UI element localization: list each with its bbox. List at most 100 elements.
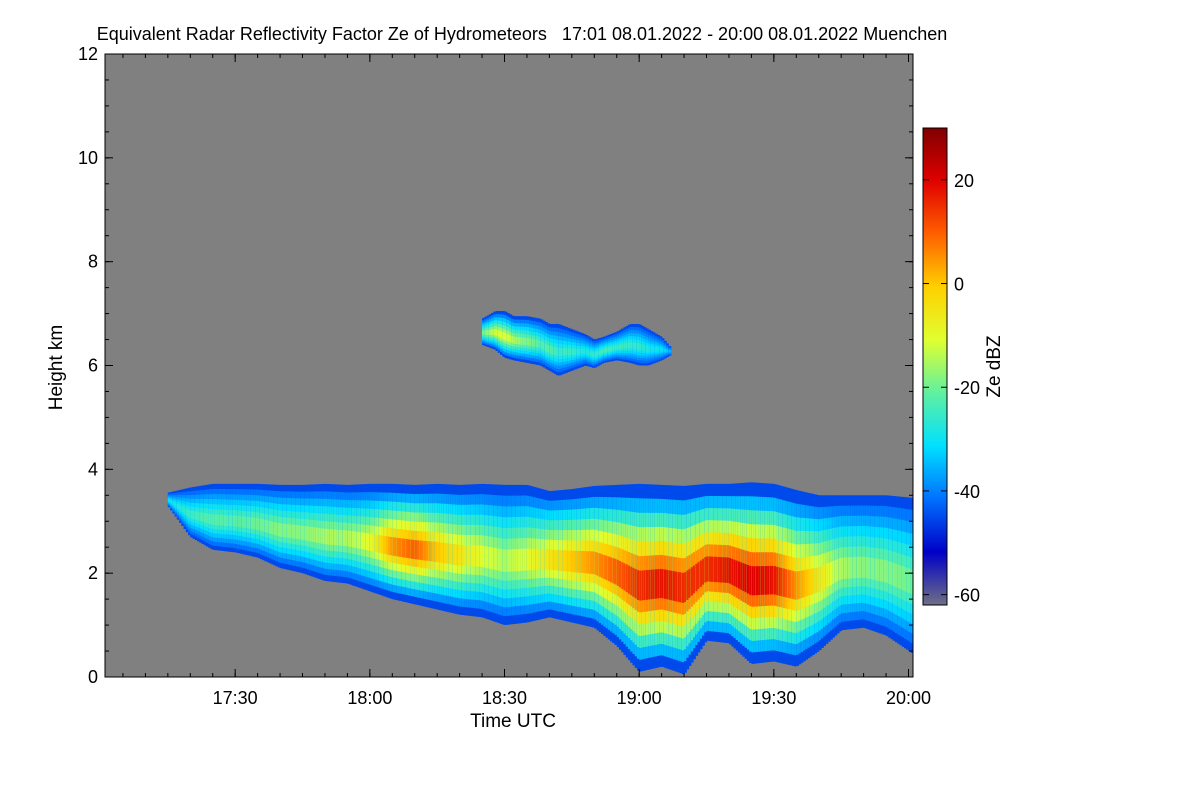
y-axis: 0 2 4 6 8 10 12 — [78, 44, 913, 687]
reflectivity-cell — [612, 558, 616, 584]
reflectivity-cell — [901, 566, 905, 591]
reflectivity-cell — [580, 348, 584, 355]
reflectivity-cell — [416, 540, 420, 560]
reflectivity-cell — [385, 536, 389, 555]
reflectivity-cell — [567, 348, 571, 356]
reflectivity-cell — [605, 555, 609, 581]
colorbar-label: Ze dBZ — [984, 335, 1005, 398]
reflectivity-cell — [639, 343, 643, 351]
reflectivity-cell — [580, 551, 584, 573]
reflectivity-cell — [345, 530, 348, 547]
y-tick-label: 2 — [88, 563, 98, 583]
y-tick-label: 4 — [88, 459, 98, 479]
reflectivity-cell — [634, 568, 638, 599]
reflectivity-cell — [688, 568, 692, 598]
reflectivity-cell — [567, 550, 571, 572]
reflectivity-cell — [904, 566, 907, 592]
reflectivity-cell — [246, 516, 250, 529]
reflectivity-cell — [607, 347, 611, 352]
x-tick-label: 19:00 — [617, 688, 662, 708]
reflectivity-cell — [908, 568, 912, 594]
reflectivity-cell — [549, 345, 553, 354]
reflectivity-cell — [286, 524, 290, 538]
reflectivity-cell — [504, 549, 508, 573]
reflectivity-cell — [517, 337, 521, 345]
reflectivity-cell — [358, 532, 362, 549]
reflectivity-cell — [257, 518, 261, 531]
reflectivity-cell — [877, 558, 880, 581]
reflectivity-cell — [702, 558, 705, 585]
reflectivity-cell — [650, 569, 654, 600]
reflectivity-cell — [423, 540, 427, 561]
reflectivity-cell — [237, 515, 241, 527]
reflectivity-cell — [767, 565, 770, 595]
reflectivity-cell — [868, 557, 871, 579]
reflectivity-cell — [587, 551, 591, 574]
reflectivity-cell — [522, 337, 526, 345]
reflectivity-cell — [643, 570, 647, 601]
reflectivity-cell — [845, 557, 849, 579]
reflectivity-cell — [457, 544, 461, 566]
reflectivity-cell — [562, 348, 566, 356]
reflectivity-cell — [639, 570, 643, 601]
reflectivity-cell — [832, 561, 836, 584]
reflectivity-cell — [576, 550, 580, 573]
reflectivity-cell — [179, 505, 182, 511]
reflectivity-cell — [616, 344, 620, 350]
reflectivity-cell — [641, 570, 645, 601]
reflectivity-cell — [865, 556, 869, 579]
reflectivity-cell — [266, 520, 270, 533]
reflectivity-cell — [248, 517, 252, 529]
reflectivity-cell — [886, 560, 889, 583]
reflectivity-cell — [895, 563, 898, 588]
reflectivity-cell — [711, 556, 714, 582]
reflectivity-cell — [618, 560, 622, 588]
reflectivity-cell — [910, 569, 913, 595]
reflectivity-cell — [459, 544, 463, 566]
reflectivity-cell — [506, 334, 510, 342]
reflectivity-field — [167, 310, 913, 675]
reflectivity-cell — [744, 564, 748, 593]
reflectivity-cell — [888, 561, 892, 585]
y-tick-label: 8 — [88, 252, 98, 272]
reflectivity-cell — [693, 565, 696, 594]
reflectivity-cell — [506, 549, 510, 572]
x-axis: 17:30 18:00 18:30 19:00 19:30 20:00 — [122, 54, 931, 708]
reflectivity-cell — [825, 563, 829, 588]
reflectivity-cell — [574, 550, 577, 573]
reflectivity-cell — [185, 508, 189, 516]
reflectivity-cell — [632, 567, 636, 597]
reflectivity-cell — [663, 348, 667, 352]
reflectivity-cell — [432, 541, 436, 562]
reflectivity-cell — [850, 557, 853, 579]
reflectivity-cell — [603, 554, 607, 580]
reflectivity-cell — [755, 566, 759, 596]
reflectivity-cell — [576, 348, 580, 355]
reflectivity-cell — [199, 512, 203, 522]
reflectivity-cell — [749, 565, 752, 595]
reflectivity-cell — [540, 341, 544, 349]
reflectivity-cell — [668, 570, 672, 600]
reflectivity-cell — [390, 536, 393, 556]
reflectivity-cell — [630, 566, 634, 596]
reflectivity-cell — [338, 529, 342, 546]
reflectivity-cell — [495, 329, 499, 336]
reflectivity-cell — [592, 352, 595, 357]
reflectivity-cell — [513, 549, 517, 572]
reflectivity-cell — [491, 329, 494, 336]
cloud-region-2 — [482, 310, 672, 376]
reflectivity-cell — [601, 554, 604, 578]
reflectivity-cell — [194, 511, 198, 520]
colorbar-tick-label: 0 — [954, 275, 964, 295]
reflectivity-cell — [722, 557, 726, 583]
reflectivity-cell — [488, 546, 492, 569]
reflectivity-cell — [551, 549, 555, 570]
reflectivity-cell — [291, 524, 295, 539]
reflectivity-cell — [571, 550, 575, 573]
reflectivity-cell — [621, 562, 625, 589]
reflectivity-cell — [511, 549, 515, 572]
reflectivity-cell — [776, 566, 779, 596]
reflectivity-cell — [589, 351, 593, 356]
reflectivity-cell — [271, 521, 274, 535]
reflectivity-cell — [210, 514, 214, 525]
